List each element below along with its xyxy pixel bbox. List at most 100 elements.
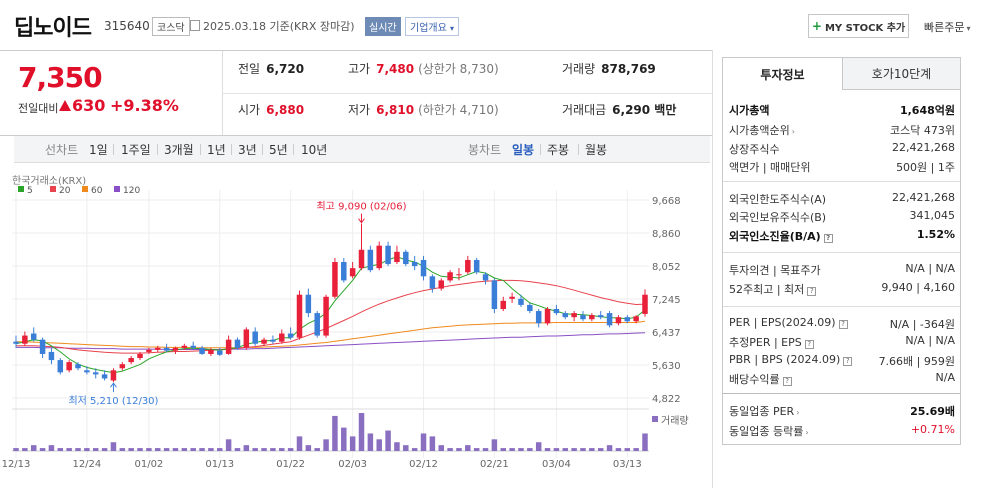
panel-divider (723, 181, 960, 182)
help-icon[interactable]: ? (782, 377, 792, 386)
candle-body (137, 353, 143, 359)
volume: 거래량 878,769 (562, 60, 656, 77)
volume-bar (456, 448, 462, 451)
quick-order-label: 빠른주문 (924, 21, 965, 34)
volume-bar (500, 448, 506, 451)
company-info-dropdown[interactable]: 기업개요 ▾ (405, 17, 460, 36)
quick-order-button[interactable]: 빠른주문 ▾ (924, 19, 971, 35)
info-row[interactable]: 시가총액순위 › 코스닥 473위 (729, 120, 955, 138)
divider (231, 144, 232, 155)
candle-body (544, 309, 551, 324)
volume-bar (553, 448, 560, 451)
x-tick-label: 02/03 (338, 459, 367, 470)
volume-bar (30, 445, 37, 451)
period-10y[interactable]: 10년 (301, 143, 328, 157)
chevron-right-icon: › (791, 127, 795, 136)
candle-body (225, 339, 232, 354)
candle-body (66, 362, 72, 371)
period-1w[interactable]: 1주일 (121, 143, 151, 157)
volume-bar (447, 448, 453, 451)
volume-bar (199, 448, 205, 451)
info-row-value: N/A | N/A (905, 262, 955, 275)
candle-body (110, 370, 117, 381)
change-percent: +9.38% (110, 96, 179, 115)
candlestick-chart[interactable]: 9,668 8,860 8,052 7,245 6,437 5,630 4,822 한국거래소… (0, 163, 712, 488)
line-chart-label: 선차트 (45, 143, 79, 157)
candle-body (75, 364, 81, 369)
help-icon[interactable]: ? (823, 234, 833, 243)
volume-bar (571, 448, 577, 451)
realtime-button[interactable]: 실시간 (365, 17, 401, 36)
candle-body (465, 259, 471, 273)
period-1d[interactable]: 1일 (89, 143, 108, 157)
period-3y[interactable]: 3년 (238, 143, 257, 157)
stock-header: 딥노이드 315640 코스닥 2025.03.18 기준(KRX 장마감) 실… (0, 0, 990, 50)
volume-bar (137, 448, 143, 451)
period-5y[interactable]: 5년 (269, 143, 288, 157)
info-row-value: 500원 | 1주 (896, 161, 955, 174)
y-tick-label: 8,052 (652, 262, 681, 273)
info-row-label: 배당수익률? (729, 371, 792, 387)
candle-body (624, 317, 631, 322)
ma20-line (16, 279, 646, 354)
period-3m[interactable]: 3개월 (164, 143, 194, 157)
stock-chart[interactable]: 9,668 8,860 8,052 7,245 6,437 5,630 4,822 한국거래소… (0, 163, 712, 488)
candle-body (367, 249, 374, 271)
info-row[interactable]: 동일업종 등락률 › +0.71% (729, 421, 955, 439)
candle-body (234, 339, 241, 348)
info-row-value: 25.69배 (910, 405, 955, 418)
candle-body (101, 374, 108, 379)
info-row[interactable]: 동일업종 PER › 25.69배 (729, 401, 955, 419)
volume-bar (491, 439, 498, 451)
candle-monthly[interactable]: 월봉 (585, 143, 608, 157)
candle-body (279, 333, 285, 342)
chart-toolbar: 선차트 1일 1주일 3개월 1년 3년 5년 10년 봉차트 일봉 주봉 월봉 (14, 136, 710, 163)
info-row: 투자의견 | 목표주가 N/A | N/A (729, 260, 955, 278)
candle-body (217, 350, 223, 355)
info-row: 외국인한도주식수(A) 22,421,268 (729, 189, 955, 207)
candle-body (181, 345, 188, 348)
volume-bar (119, 448, 126, 451)
help-icon[interactable]: ? (804, 340, 814, 349)
volume-bar (92, 448, 99, 451)
candle-daily[interactable]: 일봉 (512, 143, 535, 157)
candle-body (13, 341, 19, 344)
candle-body (39, 339, 46, 354)
y-tick-label: 7,245 (652, 295, 681, 306)
volume-bar (217, 448, 223, 451)
low-label: 저가 (348, 103, 371, 117)
info-row-value: 7.66배 | 959원 (878, 355, 955, 368)
help-icon[interactable]: ? (843, 357, 853, 366)
volume-bar (597, 448, 604, 451)
volume-bar (101, 448, 108, 451)
help-icon[interactable]: ? (807, 287, 817, 296)
volume-bar (22, 448, 28, 451)
candle-body (22, 335, 28, 344)
info-row: 외국인소진율(B/A)? 1.52% (729, 226, 955, 244)
candle-body (349, 268, 356, 277)
volume-bar (155, 448, 161, 451)
info-row: 외국인보유주식수(B) 341,045 (729, 207, 955, 225)
period-1y[interactable]: 1년 (207, 143, 226, 157)
candle-weekly[interactable]: 주봉 (547, 143, 570, 157)
help-icon[interactable]: ? (838, 320, 848, 329)
low-value: 6,810 (376, 103, 415, 117)
volume-bar (642, 433, 648, 451)
divider (712, 50, 713, 488)
reference-date: 2025.03.18 기준(KRX 장마감) (190, 18, 355, 34)
x-tick-label: 01/13 (205, 459, 234, 470)
volume-bar (128, 448, 134, 451)
panel-divider (723, 393, 960, 394)
info-row: 추정PER | EPS? N/A | N/A (729, 332, 955, 350)
volume-bar (544, 448, 551, 451)
candle-body (394, 251, 400, 263)
volume-bar (429, 436, 436, 451)
add-mystock-button[interactable]: + MY STOCK 추가 (808, 14, 909, 38)
upper-limit: (상한가 8,730) (418, 62, 499, 76)
candle-body (84, 370, 90, 373)
ma5-line (15, 256, 646, 374)
legend-swatch (114, 186, 120, 192)
candle-body (208, 349, 214, 354)
tab-investment-info[interactable]: 투자정보 (723, 58, 842, 90)
tab-orderbook[interactable]: 호가10단계 (842, 58, 960, 90)
